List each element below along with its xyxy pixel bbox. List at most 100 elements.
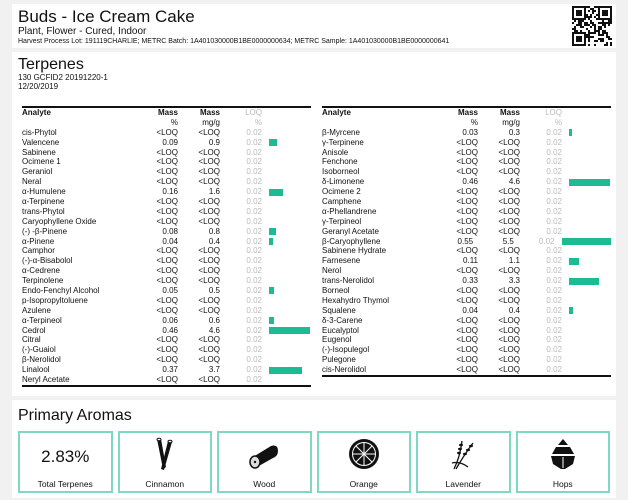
analyte-name: Linalool [22,365,50,375]
mass-mg-per-g: 0.4 [208,236,220,246]
analyte-name: β-Caryophyllene [322,236,381,246]
loq-value: 0.02 [246,216,262,226]
analyte-name: (-)-Isopulegol [322,345,370,355]
mass-mg-per-g: 0.3 [508,127,520,137]
mass-percent: <LOQ [456,365,478,375]
analyte-name: Isoborneol [322,167,360,177]
section-title: Primary Aromas [18,407,132,424]
aroma-label: Hops [552,479,573,489]
loq-value: 0.02 [246,266,262,276]
aroma-box: Cinnamon [117,431,212,493]
terpene-table-left: Analyte Mass Mass LOQ % mg/g % cis-Phyto… [22,106,311,387]
loq-value: 0.02 [246,335,262,345]
loq-value: 0.02 [246,295,262,305]
loq-value: 0.02 [246,325,262,335]
table-row: Neral <LOQ <LOQ 0.02 [22,177,311,187]
mass-percent: 0.09 [162,137,178,147]
mass-mg-per-g: <LOQ [498,246,520,256]
aroma-label: Cinnamon [145,479,185,489]
table-row: (-) -β-Pinene 0.08 0.8 0.02 [22,227,311,237]
loq-value: 0.02 [538,236,555,246]
concentration-bar [269,327,311,335]
analyte-name: Azulene [22,305,51,315]
mass-mg-per-g: 0.6 [208,315,220,325]
analyte-name: Fenchone [322,157,358,167]
table-row: α-Humulene 0.16 1.6 0.02 [22,187,311,197]
table-row: δ-Limonene 0.46 4.6 0.02 [322,177,611,187]
analyte-name: Cedrol [22,325,46,335]
analyte-name: Pulegone [322,355,356,365]
mass-percent: <LOQ [156,335,178,345]
table-row: Cedrol 0.46 4.6 0.02 [22,326,311,336]
analyte-name: Neryl Acetate [22,375,70,385]
table-row: β-Nerolidol <LOQ <LOQ 0.02 [22,355,311,365]
loq-value: 0.02 [246,187,262,197]
loq-value: 0.02 [246,256,262,266]
mass-percent: 0.37 [162,365,178,375]
table-row: α-Pinene 0.04 0.4 0.02 [22,237,311,247]
analyte-name: (-)-Guaiol [22,345,56,355]
analyte-name: Eugenol [322,335,352,345]
total-terpenes-label: Total Terpenes [37,479,93,489]
orange-slice-icon [348,439,379,469]
analyte-name: Caryophyllene Oxide [22,216,97,226]
mass-mg-per-g: 0.9 [208,137,220,147]
aroma-label: Wood [253,479,276,489]
concentration-bar [269,188,284,196]
concentration-bar [569,129,572,137]
analyte-name: Borneol [322,286,350,296]
mass-percent: <LOQ [156,375,178,385]
loq-value: 0.02 [246,236,262,246]
concentration-bar [269,139,278,147]
table-row: Anisole <LOQ <LOQ 0.02 [322,148,611,158]
mass-percent: <LOQ [456,355,478,365]
analyte-name: β-Myrcene [322,127,360,137]
analyte-name: Citral [22,335,41,345]
table-row: (-)-α-Bisabolol <LOQ <LOQ 0.02 [22,256,311,266]
analyte-name: Anisole [322,147,349,157]
mass-mg-per-g: <LOQ [498,295,520,305]
mass-percent: <LOQ [156,127,178,137]
aroma-label: Orange [349,479,378,489]
table-row: Isoborneol <LOQ <LOQ 0.02 [322,167,611,177]
loq-value: 0.02 [546,127,562,137]
loq-value: 0.02 [546,157,562,167]
mass-mg-per-g: <LOQ [498,325,520,335]
mass-percent: <LOQ [456,187,478,197]
loq-value: 0.02 [546,197,562,207]
concentration-bar [269,238,273,246]
table-row: Valencene 0.09 0.9 0.02 [22,138,311,148]
loq-value: 0.02 [246,167,262,177]
analyte-name: trans-Phytol [22,206,65,216]
loq-value: 0.02 [546,276,562,286]
mass-mg-per-g: 0.8 [208,226,220,236]
mass-mg-per-g: 0.4 [508,305,520,315]
units-row: % mg/g % [470,117,562,127]
mass-percent: 0.06 [162,315,178,325]
test-date: 12/20/2019 [18,82,59,91]
mass-percent: 0.16 [162,187,178,197]
analyte-name: β-Nerolidol [22,355,61,365]
mass-mg-per-g: <LOQ [198,206,220,216]
mass-mg-per-g: <LOQ [198,127,220,137]
mass-percent: 0.04 [462,305,478,315]
loq-value: 0.02 [246,226,262,236]
mass-mg-per-g: <LOQ [498,147,520,157]
mass-mg-per-g: <LOQ [498,266,520,276]
loq-value: 0.02 [246,157,262,167]
table-row: α-Terpinene <LOQ <LOQ 0.02 [22,197,311,207]
analyte-name: γ-Terpinene [322,137,364,147]
loq-value: 0.02 [546,315,562,325]
mass-mg-per-g: <LOQ [198,167,220,177]
instrument-id: 130 GCFID2 20191220-1 [18,73,108,82]
table-row: cis-Phytol <LOQ <LOQ 0.02 [22,128,311,138]
mass-percent: 0.33 [462,276,478,286]
loq-value: 0.02 [246,206,262,216]
mass-mg-per-g: <LOQ [198,305,220,315]
units-row: % mg/g % [170,117,262,127]
mass-percent: 0.08 [162,226,178,236]
qr-code-icon [572,6,612,46]
table-row: Nerol <LOQ <LOQ 0.02 [322,266,611,276]
table-row: p-Isopropyltoluene <LOQ <LOQ 0.02 [22,296,311,306]
mass-mg-per-g: <LOQ [198,246,220,256]
